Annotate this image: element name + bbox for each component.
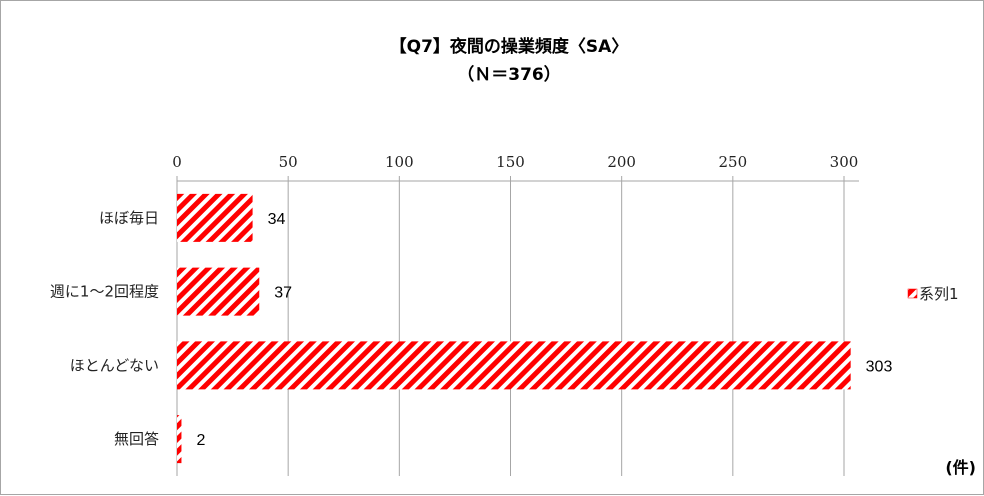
- data-label: 303: [866, 358, 893, 375]
- data-label: 34: [268, 211, 286, 228]
- category-label: 無回答: [114, 430, 159, 448]
- legend-label: 系列1: [919, 285, 959, 303]
- bar: [177, 415, 182, 464]
- category-label: ほぼ毎日: [99, 209, 159, 227]
- x-axis-ticks: 0 50 100 150 200 250 300: [172, 153, 858, 171]
- data-label: 2: [196, 432, 205, 449]
- category-label: 週に1～2回程度: [50, 283, 159, 301]
- x-tick-label: 300: [830, 153, 859, 171]
- chart-title: 【Q7】夜間の操業頻度〈SA〉: [390, 36, 629, 57]
- legend-swatch: [907, 288, 918, 299]
- bars: [177, 193, 851, 464]
- x-tick-label: 150: [496, 153, 525, 171]
- bar: [177, 341, 851, 390]
- x-tick-label: 200: [607, 153, 636, 171]
- chart-subtitle: （Ｎ＝376）: [457, 64, 561, 85]
- x-tick-label: 100: [385, 153, 414, 171]
- x-tick-label: 50: [279, 153, 298, 171]
- x-tick-label: 250: [719, 153, 748, 171]
- bar: [177, 193, 253, 242]
- category-label: ほとんどない: [70, 356, 159, 374]
- gridlines: [176, 176, 859, 476]
- data-labels: 34 37 303 2: [196, 211, 892, 449]
- legend: 系列1: [907, 285, 959, 303]
- data-label: 37: [274, 285, 292, 302]
- bar: [177, 267, 260, 316]
- x-tick-label: 0: [172, 153, 182, 171]
- unit-label: (件): [945, 458, 976, 477]
